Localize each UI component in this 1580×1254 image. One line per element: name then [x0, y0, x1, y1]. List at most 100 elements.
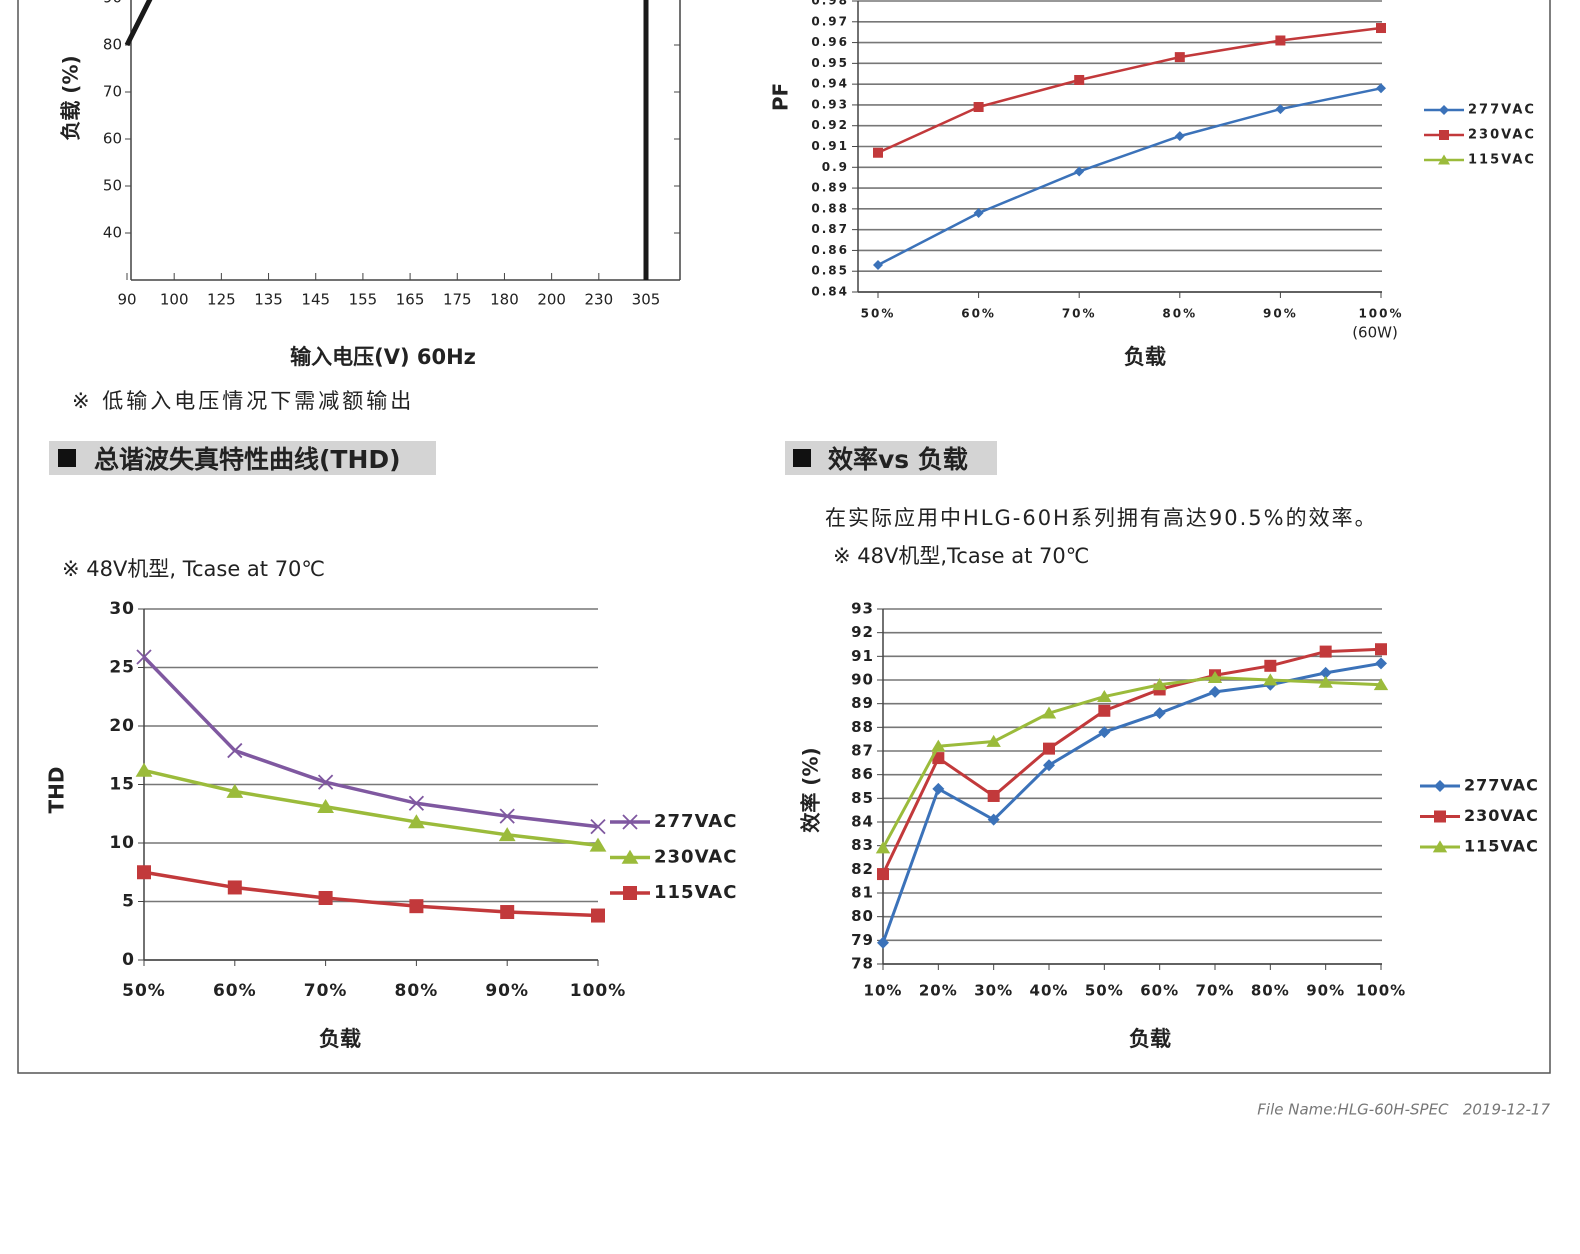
y-tick-label: 78 [851, 955, 874, 973]
frame [17, 0, 1551, 1074]
marker [622, 814, 638, 830]
y-tick-label: 81 [851, 884, 874, 902]
y-tick-label: 80 [103, 36, 122, 54]
x-tick-label: 90% [1306, 982, 1345, 1000]
y-tick-label: 0.85 [811, 264, 849, 278]
x-tick-label: 165 [396, 291, 425, 309]
x-tick-label: 175 [443, 291, 472, 309]
x-tick-label: 200 [537, 291, 566, 309]
marker [1264, 659, 1277, 672]
marker [1439, 105, 1449, 115]
marker [1434, 780, 1446, 792]
y-tick-label: 80 [851, 907, 874, 925]
section-bullet [793, 449, 811, 467]
y-tick-label: 0.88 [811, 201, 849, 215]
y-tick-label: 84 [851, 813, 874, 831]
section-header: 总谐波失真特性曲线(THD) [49, 441, 436, 475]
marker [498, 827, 516, 842]
note: ※ 低输入电压情况下需减额输出 [72, 389, 414, 413]
legend-label: 230VAC [1468, 128, 1536, 143]
y-tick-label: 93 [851, 600, 874, 618]
chart-subtitle: ※ 48V机型,Tcase at 70℃ [833, 544, 1089, 568]
marker [1074, 74, 1085, 85]
marker [973, 208, 984, 219]
marker [875, 841, 891, 854]
chart: 0.84 0.85 0.86 0.87 0.88 0.89 0.9 0.91 0.92 0.93 0… [769, 0, 1536, 369]
y-axis-label: PF [769, 83, 793, 111]
legend-label: 230VAC [1464, 806, 1539, 825]
marker [877, 868, 889, 881]
section-box [49, 441, 436, 475]
x-tick-label: 80% [1251, 982, 1290, 1000]
x-tick-label: 100% [1358, 307, 1403, 321]
legend-label: 277VAC [654, 811, 737, 832]
y-axis-label: 效率 (%) [799, 747, 823, 832]
marker [499, 808, 515, 824]
x-axis-label: 负载 [1124, 345, 1166, 369]
chart: 78 79 80 81 82 83 84 85 86 87 88 89 90 91 92 93 10% 20% 30… [799, 506, 1539, 1051]
y-tick-label: 0.89 [811, 181, 849, 195]
x-tick-label: 100% [1356, 982, 1406, 1000]
chart: 0 5 10 15 20 25 30 50% 60% 70% 80% 90% 100% 277VAC 230… [45, 557, 737, 1051]
marker [932, 782, 945, 795]
legend-label: 230VAC [654, 847, 737, 868]
legend-label: 277VAC [1468, 103, 1536, 118]
series-line [143, 870, 599, 918]
y-tick-label: 0.92 [811, 118, 849, 132]
marker [317, 799, 334, 814]
marker [1319, 666, 1332, 679]
x-tick-label: 100 [160, 291, 189, 309]
section-title: 效率vs 负载 [828, 445, 968, 474]
marker [590, 818, 606, 835]
marker [1074, 166, 1085, 177]
marker [1043, 759, 1055, 772]
footer: File Name:HLG-60H-SPEC 2019-12-17 [1257, 1101, 1550, 1119]
y-tick-label: 90 [851, 671, 874, 689]
x-tick-label: 70% [1062, 307, 1097, 321]
y-tick-label: 88 [851, 718, 874, 736]
y-tick-label: 0.86 [811, 243, 849, 257]
series-line [881, 676, 1382, 849]
x-tick-label: 305 [632, 291, 661, 309]
marker [409, 899, 424, 914]
marker [877, 936, 889, 949]
y-tick-label: 86 [851, 765, 874, 783]
marker [408, 814, 425, 829]
y-tick-label: 0.91 [811, 139, 849, 153]
marker [317, 774, 334, 790]
x-tick-label: 135 [254, 291, 283, 309]
marker [1434, 810, 1446, 823]
x-tick-label: 90% [1263, 307, 1298, 321]
x-tick-label: 50% [1085, 982, 1124, 1000]
marker [873, 259, 883, 270]
y-tick-label: 60 [103, 130, 122, 148]
y-tick-label: 92 [851, 623, 874, 641]
marker [973, 102, 984, 113]
x-tick-label: 50% [861, 307, 896, 321]
y-tick-label: 87 [851, 742, 874, 760]
marker [1209, 685, 1221, 698]
y-tick-label: 0.84 [811, 285, 849, 299]
marker [1275, 104, 1286, 115]
x-tick-label: 230 [584, 291, 613, 309]
legend-label: 115VAC [1464, 837, 1539, 856]
x-tick-label: 60% [961, 307, 996, 321]
y-tick-label: 20 [109, 716, 135, 736]
marker [873, 147, 883, 158]
x-tick-label: 10% [864, 982, 903, 1000]
series-line [124, 0, 649, 280]
y-tick-label: 85 [851, 789, 874, 807]
marker [623, 886, 637, 900]
marker [1439, 130, 1449, 140]
series-line [877, 26, 1382, 154]
series-line [877, 87, 1382, 267]
marker [1375, 643, 1387, 656]
x-axis-label: 负载 [1129, 1027, 1171, 1051]
y-tick-label: 83 [851, 836, 874, 854]
legend-label: 115VAC [654, 882, 737, 903]
marker [1318, 675, 1333, 688]
x-tick-label: 60% [1140, 982, 1179, 1000]
marker [986, 734, 1001, 747]
